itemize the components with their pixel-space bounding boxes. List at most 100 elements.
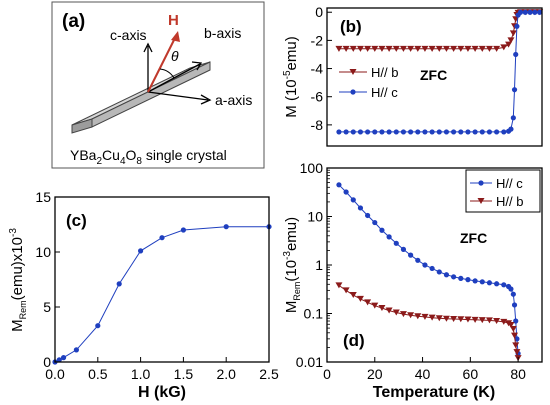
xtick-label: 1.5 — [174, 366, 194, 382]
data-point — [428, 45, 436, 52]
ytick-label: 15 — [35, 189, 51, 205]
panel-b-legend: H// b H// c — [339, 65, 398, 100]
data-point — [465, 276, 471, 283]
legend-marker-b-triangle — [349, 69, 357, 75]
data-point — [457, 316, 465, 323]
series-0-line — [54, 226, 269, 363]
legend-marker-d-circle — [478, 180, 484, 186]
panel-d-legend-entry-0: H// c — [496, 176, 523, 191]
data-point — [357, 129, 364, 135]
panel-c-plot — [52, 224, 272, 365]
data-point — [527, 9, 533, 15]
panel-c-xticks: 0.0 0.5 1.0 1.5 2.0 2.5 — [45, 357, 279, 382]
angle-label: θ — [171, 48, 179, 64]
xtick-label: 2.5 — [259, 366, 279, 382]
data-point — [116, 281, 122, 287]
xtick-label: 20 — [367, 366, 383, 382]
data-point — [372, 219, 378, 226]
data-point — [485, 317, 493, 324]
data-point — [364, 299, 372, 306]
data-point — [414, 45, 422, 52]
data-point — [442, 45, 450, 52]
data-point — [509, 325, 517, 332]
ytick-label: 0.01 — [296, 354, 323, 370]
data-point — [512, 342, 520, 349]
data-point — [159, 235, 165, 241]
data-point — [336, 129, 342, 135]
ytick-label: 1 — [315, 257, 323, 273]
ytick-label: -4 — [311, 61, 324, 77]
data-point — [223, 224, 229, 230]
data-point — [356, 295, 364, 302]
data-point — [349, 292, 357, 299]
data-point — [458, 275, 464, 281]
panel-b: -8 -6 -4 -2 0 (b) ZFC H// b H// c M (10-5emu… — [282, 4, 544, 147]
data-point — [442, 315, 450, 322]
data-point — [393, 240, 399, 246]
data-point — [443, 129, 450, 135]
data-point — [451, 274, 457, 280]
data-point — [513, 51, 519, 58]
data-point — [517, 9, 524, 15]
data-point — [428, 314, 436, 321]
data-point — [435, 315, 443, 322]
panel-a: (a) θ H c-axis b-axis a-axis YBa2Cu4O8 s… — [51, 1, 265, 169]
data-point — [471, 316, 479, 323]
data-point — [464, 316, 472, 323]
data-point — [508, 126, 514, 132]
data-point — [451, 129, 457, 135]
data-point — [537, 9, 543, 15]
panel-b-legend-entry-0: H// b — [371, 65, 398, 80]
data-point — [400, 129, 407, 135]
data-point — [514, 336, 520, 342]
data-point — [436, 269, 442, 275]
field-label: H — [168, 12, 179, 29]
data-point — [371, 45, 379, 52]
data-point — [365, 212, 371, 219]
data-point — [513, 349, 521, 356]
data-point — [350, 197, 356, 203]
data-point — [73, 347, 79, 353]
xtick-label: 0.0 — [45, 366, 65, 382]
data-point — [393, 129, 399, 135]
data-point — [508, 286, 514, 292]
panel-d-xticks: 0 20 40 60 80 — [323, 357, 526, 382]
data-point — [509, 30, 517, 37]
ytick-label: 0 — [43, 354, 51, 370]
data-point — [471, 45, 479, 52]
data-point — [514, 23, 520, 29]
data-point — [511, 332, 519, 339]
xtick-label: 60 — [463, 366, 479, 382]
data-point — [95, 323, 101, 329]
data-point — [60, 355, 67, 361]
data-point — [494, 281, 500, 287]
data-point — [364, 45, 372, 52]
panel-b-ylabel: M (10-5emu) — [282, 36, 300, 117]
xtick-label: 40 — [415, 366, 431, 382]
data-point — [407, 45, 415, 52]
data-point — [357, 205, 364, 211]
data-point — [513, 318, 519, 324]
data-point — [421, 313, 429, 320]
data-point — [493, 318, 501, 325]
ytick-label: -6 — [311, 89, 324, 105]
data-point — [392, 45, 400, 52]
panel-b-yticks: -8 -6 -4 -2 0 — [311, 4, 332, 133]
panel-c-xlabel: H (kG) — [138, 384, 186, 401]
ytick-label: 5 — [43, 299, 51, 315]
data-point — [407, 312, 415, 319]
panel-d-annotation: ZFC — [460, 230, 487, 246]
data-point — [450, 316, 458, 323]
data-point — [436, 129, 442, 135]
data-point — [408, 252, 414, 258]
data-point — [408, 129, 414, 135]
data-point — [479, 279, 485, 285]
data-point — [399, 311, 407, 318]
data-point — [429, 265, 435, 272]
c-axis-label: c-axis — [110, 27, 147, 43]
panel-b-legend-entry-1: H// c — [371, 85, 398, 100]
data-point — [378, 304, 386, 311]
data-point — [371, 302, 379, 309]
data-point — [399, 45, 407, 52]
field-arrow — [147, 31, 180, 93]
